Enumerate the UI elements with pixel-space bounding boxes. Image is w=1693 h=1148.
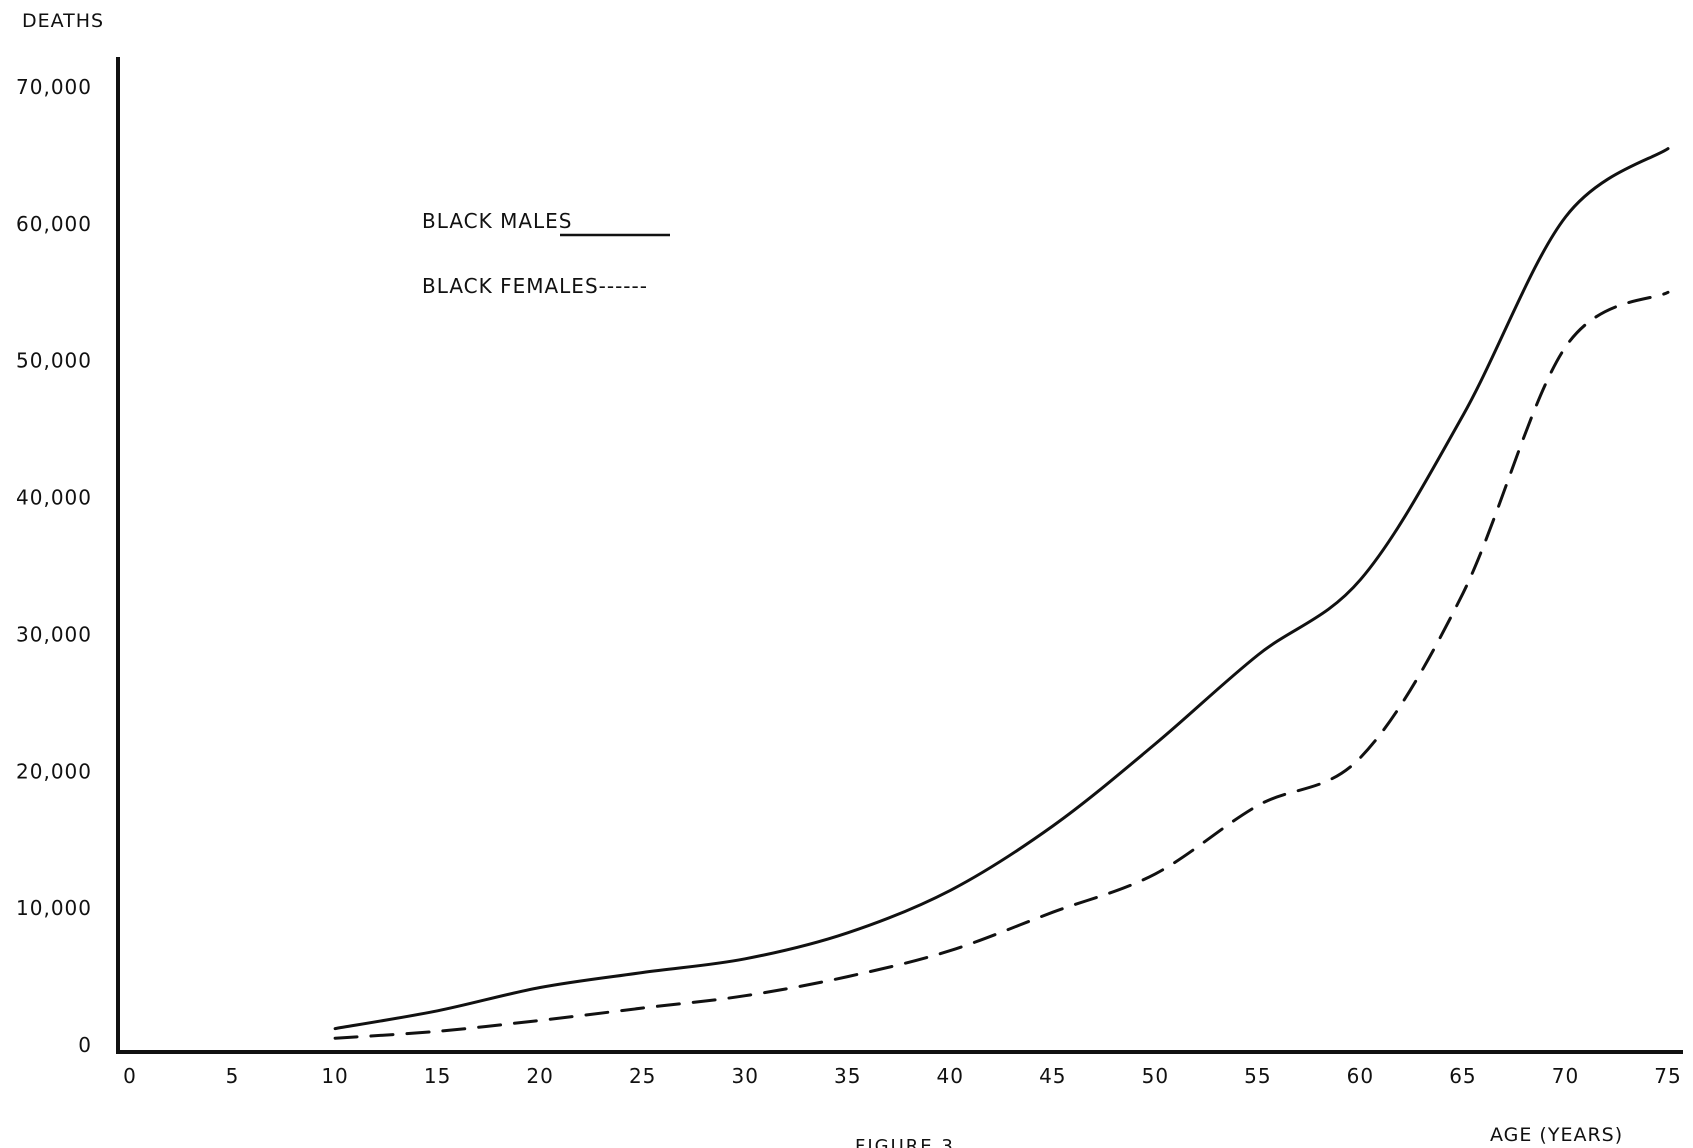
figure-caption: FIGURE 3 (855, 1136, 955, 1148)
y-tick-label: 50,000 (16, 349, 92, 373)
x-tick-labels: 0 5 10 15 20 25 30 35 40 45 50 55 60 65 70 75 (123, 1064, 1681, 1088)
legend-swatch-black-females: ------ (599, 274, 648, 298)
x-tick-label: 25 (629, 1064, 656, 1088)
series-line-black-males (333, 147, 1670, 1031)
y-tick-label: 40,000 (16, 486, 92, 510)
y-tick-label: 20,000 (16, 759, 92, 783)
y-tick-label: 10,000 (16, 896, 92, 920)
x-tick-label: 15 (424, 1064, 451, 1088)
x-tick-label: 40 (937, 1064, 964, 1088)
legend-label-black-females-text: BLACK FEMALES (422, 274, 599, 298)
y-tick-label: 30,000 (16, 622, 92, 646)
x-tick-label: 50 (1142, 1064, 1169, 1088)
legend: BLACK MALES BLACK FEMALES------ (422, 209, 670, 298)
x-tick-label: 60 (1347, 1064, 1374, 1088)
x-tick-label: 70 (1552, 1064, 1579, 1088)
y-tick-label: 70,000 (16, 75, 92, 99)
y-tick-labels: 0 10,000 20,000 30,000 40,000 50,000 60,000 70,… (16, 75, 92, 1057)
series-lines (333, 147, 1670, 1040)
y-axis-title: DEATHS (22, 10, 104, 32)
y-tick-label: 0 (78, 1033, 92, 1057)
legend-label-black-males: BLACK MALES (422, 209, 573, 233)
x-tick-label: 35 (834, 1064, 861, 1088)
x-tick-label: 5 (226, 1064, 240, 1088)
y-tick-label: 60,000 (16, 212, 92, 236)
series-line-black-females (333, 290, 1670, 1040)
x-tick-label: 65 (1449, 1064, 1476, 1088)
legend-label-black-females: BLACK FEMALES------ (422, 274, 648, 298)
x-tick-label: 10 (321, 1064, 348, 1088)
x-axis-title: AGE (YEARS) (1490, 1124, 1623, 1146)
x-tick-label: 30 (731, 1064, 758, 1088)
x-tick-label: 0 (123, 1064, 137, 1088)
x-tick-label: 20 (526, 1064, 553, 1088)
x-tick-label: 45 (1039, 1064, 1066, 1088)
x-tick-label: 55 (1244, 1064, 1271, 1088)
x-tick-label: 75 (1654, 1064, 1681, 1088)
